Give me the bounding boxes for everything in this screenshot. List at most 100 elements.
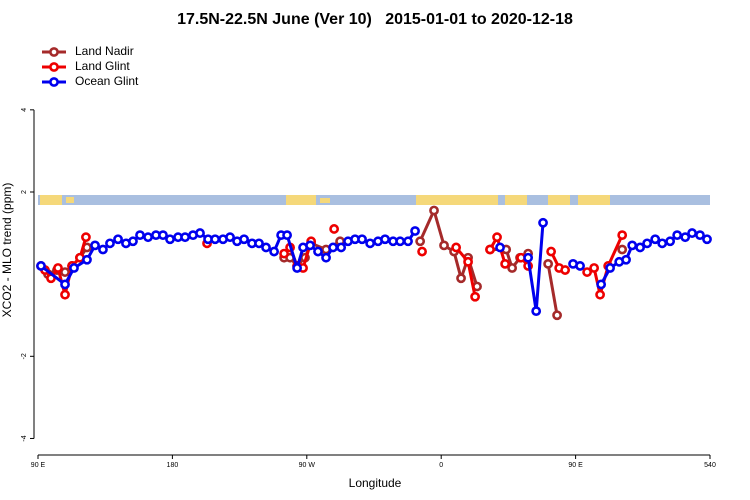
data-point [702, 234, 712, 245]
data-point [261, 242, 271, 253]
data-point [158, 230, 168, 241]
data-point [254, 238, 264, 249]
data-point [357, 234, 367, 245]
legend-label: Ocean Glint [75, 74, 139, 88]
data-point [403, 236, 413, 247]
data-point [321, 252, 331, 263]
data-point [105, 238, 115, 249]
data-point [560, 265, 571, 275]
data-point [595, 289, 605, 300]
data-point [552, 310, 562, 321]
data-point [69, 263, 79, 273]
data-point [456, 273, 466, 284]
data-point [627, 240, 638, 251]
data-point [543, 258, 554, 269]
data-point [538, 217, 548, 228]
data-point [90, 240, 100, 251]
data-point [380, 234, 390, 245]
data-point [470, 291, 480, 302]
x-tick-label: 0 [439, 462, 443, 469]
data-point [687, 228, 697, 238]
data-point [621, 254, 631, 265]
x-axis-label: Longitude [349, 476, 402, 490]
data-point [60, 267, 70, 277]
data-point [282, 230, 292, 241]
data-point [492, 232, 502, 243]
data-point [60, 279, 70, 290]
data-point [531, 306, 542, 317]
x-tick-label: 540 [704, 462, 716, 469]
legend-item: Land Glint [42, 59, 130, 73]
data-point [225, 232, 235, 243]
data-point [36, 261, 46, 271]
data-point [605, 263, 615, 273]
data-point [60, 289, 70, 300]
chart-title: 17.5N-22.5N June (Ver 10) 2015-01-01 to … [177, 11, 573, 28]
x-tick-label: 90 E [568, 462, 583, 469]
data-point [82, 254, 92, 265]
data-point [143, 232, 153, 243]
y-tick-label: 2 [21, 190, 28, 194]
data-point [642, 238, 653, 249]
data-point [495, 242, 505, 253]
map-strip [38, 195, 710, 205]
data-point [328, 242, 338, 253]
data-point [617, 244, 628, 255]
data-point [135, 230, 145, 241]
data-point [650, 234, 661, 245]
data-point [53, 263, 63, 273]
data-point [500, 258, 511, 269]
data-point [657, 238, 668, 249]
data-point [269, 246, 279, 257]
legend-label: Land Nadir [75, 44, 134, 58]
data-point [523, 252, 534, 263]
data-point [305, 240, 315, 251]
data-point [395, 236, 406, 247]
legend-marker [49, 47, 59, 57]
data-point [417, 246, 427, 257]
data-point [617, 230, 628, 241]
legend-marker [49, 77, 59, 87]
data-point [582, 267, 592, 277]
data-point [113, 234, 123, 245]
data-point [596, 279, 607, 290]
data-point [546, 246, 557, 257]
y-tick-label: -4 [21, 435, 28, 441]
data-point [195, 228, 205, 238]
data-point [429, 205, 439, 216]
data-point [575, 261, 585, 271]
data-point [313, 246, 323, 257]
data-point [635, 242, 646, 253]
x-tick-label: 180 [167, 462, 179, 469]
data-point [239, 234, 249, 245]
data-point [98, 244, 108, 255]
data-point [485, 244, 495, 255]
data-point [463, 256, 473, 267]
data-point [415, 236, 426, 247]
data-point [665, 236, 676, 247]
data-point [210, 234, 221, 245]
data-point [439, 240, 449, 251]
legend-label: Land Glint [75, 59, 130, 73]
x-tick-label: 90 E [31, 462, 46, 469]
data-point [695, 230, 705, 241]
legend-item: Land Nadir [42, 44, 134, 58]
y-tick-label: 4 [21, 108, 28, 112]
data-point [329, 224, 340, 234]
y-tick-label: -2 [21, 353, 28, 359]
y-axis-label: XCO2 - MLO trend (ppm) [0, 183, 14, 318]
legend-item: Ocean Glint [42, 74, 139, 88]
data-point [128, 236, 138, 247]
data-point [165, 234, 175, 245]
data-point [279, 248, 290, 259]
data-point [451, 242, 462, 253]
x-tick-label: 90 W [299, 462, 316, 469]
data-point [507, 263, 518, 273]
data-point [292, 263, 302, 273]
data-point [410, 226, 420, 236]
data-point [180, 232, 190, 243]
data-point [365, 238, 376, 249]
legend-marker [49, 62, 59, 72]
data-point [336, 242, 347, 253]
